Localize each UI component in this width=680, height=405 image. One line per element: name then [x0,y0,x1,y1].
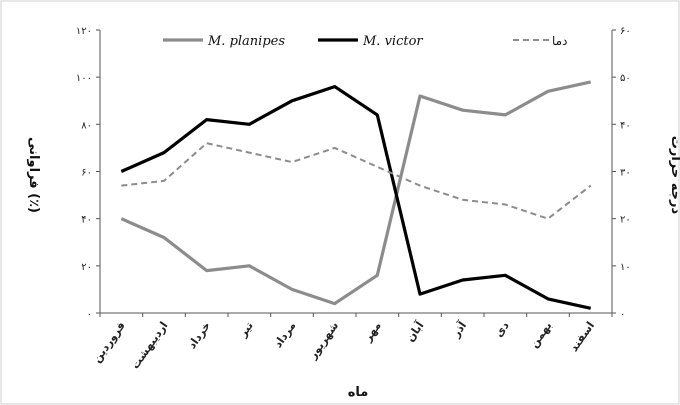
y2-tick-label: ۶۰ [620,26,631,37]
y2-axis-title: درجه حرارت [668,136,680,215]
y-tick-label: ۱۲۰ [76,26,92,37]
y-tick-label: ۱۰۰ [76,73,92,84]
y-tick-label: ۴۰ [81,215,92,226]
series-layer [120,80,592,310]
y2-tick-label: ۲۰ [620,215,631,226]
legend: M. planipes M. victor دما [163,34,567,49]
y-tick-label: ۸۰ [81,120,92,131]
legend-label-m-planipes: M. planipes [207,34,285,49]
y2-tick-label: ۳۰ [620,168,631,179]
series-line-m-victor [120,84,592,310]
series-line-m-planipes [120,80,592,306]
y2-tick-label: ۰ [620,309,625,320]
y-axis-title: فراوانی (٪) [26,137,41,213]
x-axis-title: ماه [348,385,369,400]
legend-label-temperature: دما [552,34,567,48]
y2-tick-label: ۱۰ [620,262,631,273]
legend-label-m-victor: M. victor [362,34,423,49]
y-tick-label: ۲۰ [81,262,92,273]
y2-tick-label: ۴۰ [620,120,631,131]
y-tick-label: ۶۰ [81,168,92,179]
y2-tick-label: ۵۰ [620,73,631,84]
y-tick-label: ۰ [87,309,92,320]
series-line-temperature [121,142,592,220]
